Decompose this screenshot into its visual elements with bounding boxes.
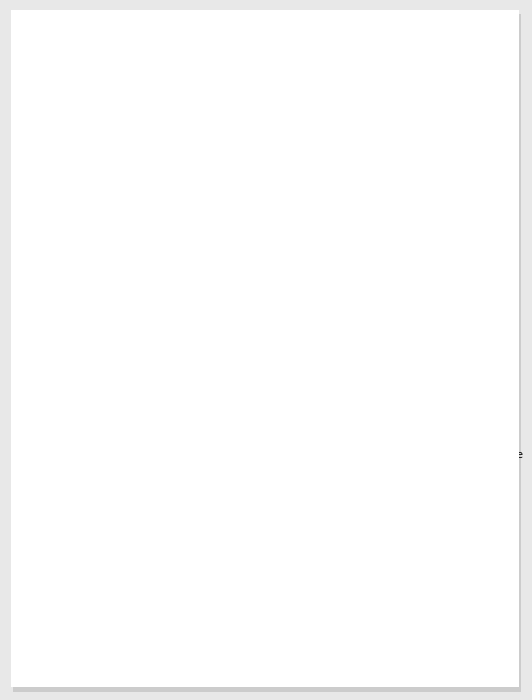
Text: Copyright © 2017 Pearson Education, Inc.: Copyright © 2017 Pearson Education, Inc. [176,658,353,666]
Text: B: B [489,219,499,232]
Y-axis label: ELEVATION: ELEVATION [30,371,39,413]
Text: Name: Name [28,49,61,60]
Text: 0: 0 [323,323,328,332]
Text: 2.: 2. [31,450,43,460]
Text: horizontal (map) scale with the vertical scale of the graph.: horizontal (map) scale with the vertical… [56,464,363,474]
Text: Calculate the vertical exaggeration of your profile in problem. Use a ruler to c: Calculate the vertical exaggeration of y… [56,450,523,460]
Text: 250': 250' [292,204,308,214]
Text: 3000: 3000 [440,323,460,332]
Bar [47,144,484,318]
Text: feet: feet [464,515,486,525]
Text: Vertical Scale:: Vertical Scale: [87,515,166,525]
Text: Section: Section [283,49,325,60]
Text: feet: feet [464,489,486,499]
Text: 1 inch: 1 inch [288,489,321,499]
Text: graph provided.: graph provided. [56,125,143,135]
Text: Vertical Exaggeration: Vertical Exaggeration [87,541,207,551]
Text: ×: × [464,541,473,551]
Text: 150': 150' [292,180,308,189]
Text: SCALE: SCALE [377,340,399,346]
Text: 100': 100' [287,167,304,176]
Text: =: = [347,515,356,525]
Text: 1.: 1. [31,111,42,121]
Bar [369,483,460,505]
Text: (a): (a) [56,489,72,499]
Text: 209: 209 [252,640,278,653]
Text: 200': 200' [292,195,308,204]
Text: (c): (c) [56,541,71,551]
Text: 1 inch: 1 inch [288,515,321,525]
Text: Construct a topographic profile of the map below along line AB. Draw your profil: Construct a topographic profile of the m… [56,111,516,121]
Bar [369,536,460,556]
Text: EXERCISE 30: Topographic Profiles: EXERCISE 30: Topographic Profiles [367,22,498,32]
Bar [369,510,460,531]
Bar [54,47,254,62]
Text: =: = [347,541,356,551]
Text: FEET: FEET [464,326,481,332]
Text: Use the drawing tool.: Use the drawing tool. [114,125,239,135]
Text: EXERCISE 30 PROBLEMS—PART I: EXERCISE 30 PROBLEMS—PART I [117,78,412,92]
Text: (b): (b) [56,515,72,525]
Text: A: A [31,219,41,232]
Text: 50': 50' [282,153,295,162]
Text: Horizontal Scale:: Horizontal Scale: [87,489,181,499]
Text: =: = [347,489,356,499]
